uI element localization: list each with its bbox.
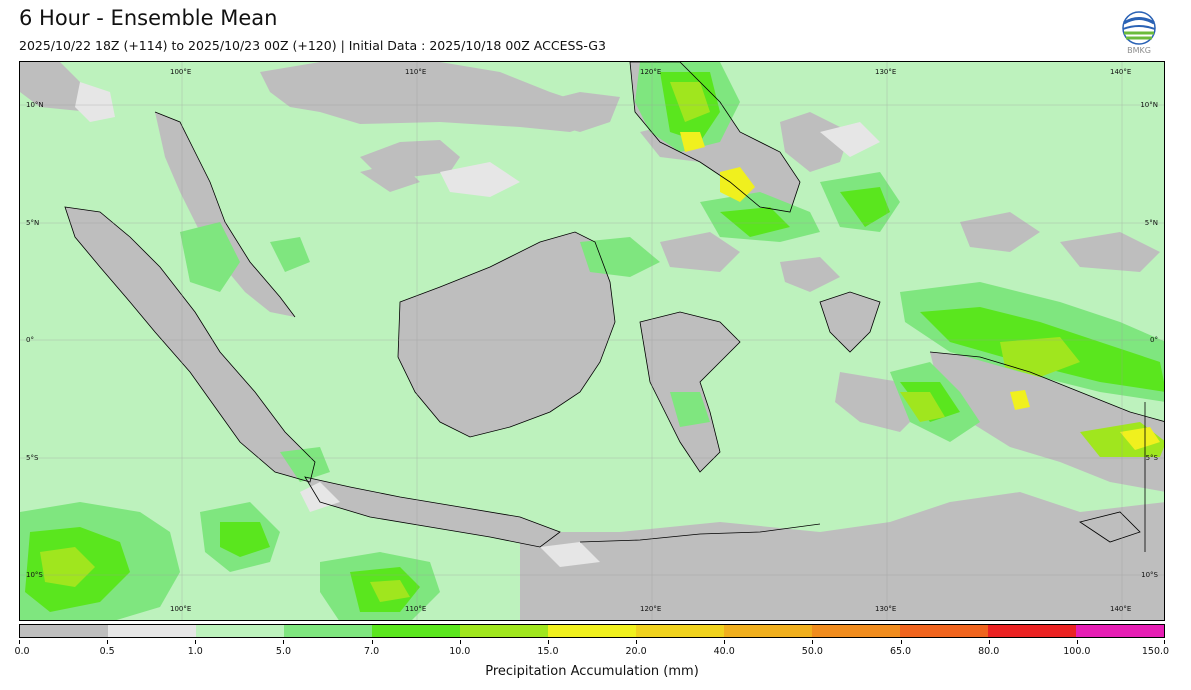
lon-label-bottom-140: 140°E (1110, 605, 1132, 613)
precipitation-map: 100°E 110°E 120°E 130°E 140°E 100°E 110°… (19, 61, 1165, 621)
lon-label-top-130: 130°E (875, 68, 897, 76)
colorbar-tick-label: 7.0 (364, 646, 380, 657)
colorbar-tick-mark (195, 640, 197, 644)
colorbar-tick-mark (19, 640, 20, 644)
colorbar-tick-label: 0.0 (14, 646, 30, 657)
colorbar-segment (636, 625, 724, 637)
bmkg-logo: BMKG (1119, 10, 1159, 56)
lon-label-top-140: 140°E (1110, 68, 1132, 76)
colorbar-segment (1076, 625, 1164, 637)
colorbar-tick-mark (547, 640, 549, 644)
colorbar-tick-label: 1.0 (187, 646, 203, 657)
colorbar-tick-label: 65.0 (889, 646, 912, 657)
colorbar-segment (460, 625, 548, 637)
lat-label-right-0: 0° (1150, 336, 1158, 344)
lon-label-bottom-100: 100°E (170, 605, 192, 613)
colorbar-tick-mark (107, 640, 109, 644)
colorbar-tick-mark (1076, 640, 1078, 644)
colorbar-tick-label: 50.0 (801, 646, 823, 657)
colorbar-tick-mark (900, 640, 902, 644)
chart-subtitle: 2025/10/22 18Z (+114) to 2025/10/23 00Z … (19, 38, 606, 53)
colorbar-label: Precipitation Accumulation (mm) (485, 664, 699, 679)
lat-label-left-5n: 5°N (26, 219, 40, 227)
colorbar-segment (812, 625, 900, 637)
svg-text:BMKG: BMKG (1127, 46, 1151, 55)
colorbar-tick-label: 10.0 (449, 646, 471, 657)
colorbar-tick-mark (459, 640, 461, 644)
lat-label-left-10n: 10°N (26, 101, 44, 109)
lon-label-bottom-130: 130°E (875, 605, 897, 613)
colorbar-tick-label: 100.0 (1063, 646, 1091, 657)
colorbar-tick-label: 20.0 (625, 646, 647, 657)
colorbar-tick-label: 5.0 (275, 646, 292, 657)
colorbar-tick-mark (1164, 640, 1165, 644)
colorbar-tick-mark (988, 640, 990, 644)
lon-label-top-120: 120°E (640, 68, 662, 76)
colorbar-tick-mark (636, 640, 638, 644)
colorbar-tick-label: 0.5 (99, 646, 115, 657)
colorbar-tick-mark (812, 640, 814, 644)
colorbar-tick-label: 150.0 (1141, 646, 1170, 657)
chart-title: 6 Hour - Ensemble Mean (19, 6, 278, 30)
colorbar-tick-mark (283, 640, 285, 644)
lat-label-left-5s: 5°S (26, 454, 39, 462)
colorbar-segment (900, 625, 988, 637)
lon-label-top-110: 110°E (405, 68, 427, 76)
lat-label-right-5n: 5°N (1144, 219, 1158, 227)
lon-label-top-100: 100°E (170, 68, 192, 76)
lat-label-right-5s: 5°S (1145, 454, 1158, 462)
precipitation-colorbar (19, 624, 1165, 638)
colorbar-segment (108, 625, 196, 637)
lon-label-bottom-110: 110°E (405, 605, 427, 613)
colorbar-tick-mark (371, 640, 373, 644)
lat-label-right-10n: 10°N (1140, 101, 1158, 109)
colorbar-tick-label: 15.0 (537, 646, 559, 657)
colorbar-segment (724, 625, 812, 637)
colorbar-segment (372, 625, 460, 637)
lat-label-right-10s: 10°S (1141, 571, 1158, 579)
colorbar-tick-label: 80.0 (978, 646, 1000, 657)
colorbar-tick-label: 40.0 (713, 646, 735, 657)
colorbar-segment (988, 625, 1076, 637)
colorbar-segment (20, 625, 108, 637)
colorbar-tick-mark (724, 640, 726, 644)
colorbar-segment (196, 625, 284, 637)
lon-label-bottom-120: 120°E (640, 605, 662, 613)
lat-label-left-0: 0° (26, 336, 34, 344)
colorbar-segment (284, 625, 372, 637)
colorbar-ticks: 0.0 0.5 1.0 5.0 7.0 10.0 15.0 20.0 40.0 50.0 65.0 8… (14, 640, 1169, 660)
colorbar-segment (548, 625, 636, 637)
lat-label-left-10s: 10°S (26, 571, 43, 579)
